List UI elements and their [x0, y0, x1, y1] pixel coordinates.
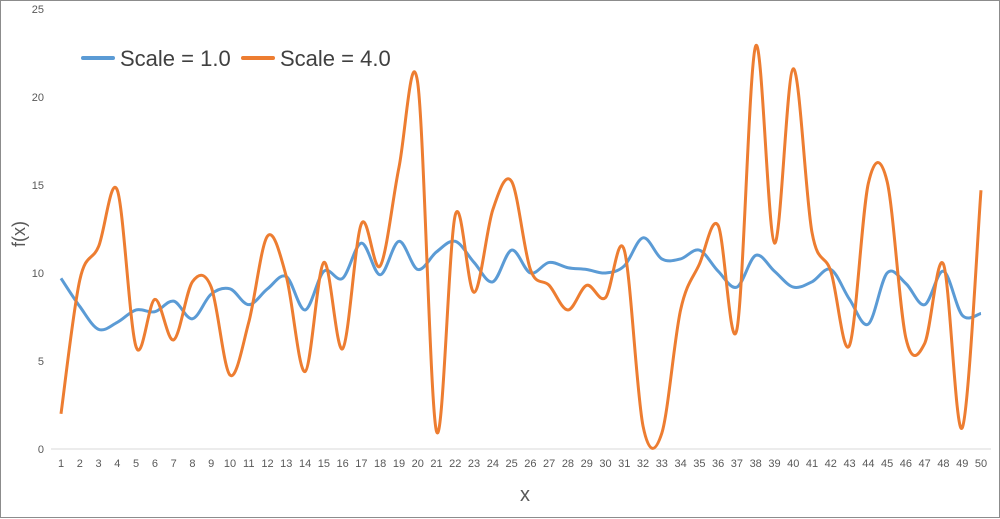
x-tick-label: 22	[449, 458, 461, 470]
x-tick-label: 25	[505, 458, 517, 470]
x-tick-label: 36	[712, 458, 724, 470]
x-tick-label: 13	[280, 458, 292, 470]
x-tick-label: 16	[337, 458, 349, 470]
y-tick-label: 10	[32, 268, 44, 280]
x-tick-label: 42	[825, 458, 837, 470]
x-tick-label: 8	[189, 458, 195, 470]
x-tick-label: 10	[224, 458, 236, 470]
legend-label-scale-4: Scale = 4.0	[280, 46, 391, 71]
x-tick-label: 48	[937, 458, 949, 470]
legend-label-scale-1: Scale = 1.0	[120, 46, 231, 71]
x-tick-label: 38	[750, 458, 762, 470]
x-tick-label: 5	[133, 458, 139, 470]
x-tick-label: 28	[562, 458, 574, 470]
x-tick-label: 9	[208, 458, 214, 470]
x-tick-label: 35	[693, 458, 705, 470]
x-tick-label: 4	[114, 458, 120, 470]
x-tick-label: 31	[618, 458, 630, 470]
x-tick-label: 12	[261, 458, 273, 470]
x-tick-label: 37	[731, 458, 743, 470]
x-tick-label: 30	[599, 458, 611, 470]
x-tick-label: 3	[95, 458, 101, 470]
x-tick-label: 27	[543, 458, 555, 470]
x-tick-label: 26	[524, 458, 536, 470]
x-axis-ticks: 1 2 3 4 5 6 7 8 9 10 11 12 13 14 15 16 17 18 19 20 21 22 23 24 2…	[58, 458, 987, 470]
x-tick-label: 18	[374, 458, 386, 470]
y-axis-title: f(x)	[9, 221, 29, 247]
x-tick-label: 21	[430, 458, 442, 470]
series-line-scale-4	[59, 44, 983, 450]
x-tick-label: 2	[77, 458, 83, 470]
series-line-scale-1	[59, 236, 982, 332]
y-tick-label: 5	[38, 356, 44, 368]
x-tick-label: 44	[862, 458, 874, 470]
x-axis-title: x	[520, 484, 530, 506]
x-tick-label: 19	[393, 458, 405, 470]
x-tick-label: 32	[637, 458, 649, 470]
x-tick-label: 11	[243, 458, 254, 470]
x-tick-label: 15	[318, 458, 330, 470]
x-tick-label: 49	[956, 458, 968, 470]
series-layer	[59, 44, 983, 450]
y-axis-ticks: 0 5 10 15 20 25	[32, 4, 44, 456]
x-tick-label: 34	[674, 458, 686, 470]
x-tick-label: 43	[843, 458, 855, 470]
x-tick-label: 14	[299, 458, 311, 470]
x-tick-label: 41	[806, 458, 818, 470]
x-tick-label: 46	[900, 458, 912, 470]
x-tick-label: 39	[768, 458, 780, 470]
x-tick-label: 24	[487, 458, 499, 470]
y-tick-label: 20	[32, 92, 44, 104]
x-tick-label: 23	[468, 458, 480, 470]
legend: Scale = 1.0 Scale = 4.0	[81, 46, 391, 71]
x-tick-label: 50	[975, 458, 987, 470]
x-tick-label: 17	[355, 458, 367, 470]
x-tick-label: 7	[171, 458, 177, 470]
x-tick-label: 20	[412, 458, 424, 470]
y-tick-label: 0	[38, 444, 44, 456]
x-tick-label: 33	[656, 458, 668, 470]
x-tick-label: 47	[919, 458, 931, 470]
x-tick-label: 6	[152, 458, 158, 470]
y-tick-label: 15	[32, 180, 44, 192]
x-tick-label: 45	[881, 458, 893, 470]
y-tick-label: 25	[32, 4, 44, 16]
x-tick-label: 40	[787, 458, 799, 470]
x-tick-label: 1	[58, 458, 64, 470]
x-tick-label: 29	[581, 458, 593, 470]
